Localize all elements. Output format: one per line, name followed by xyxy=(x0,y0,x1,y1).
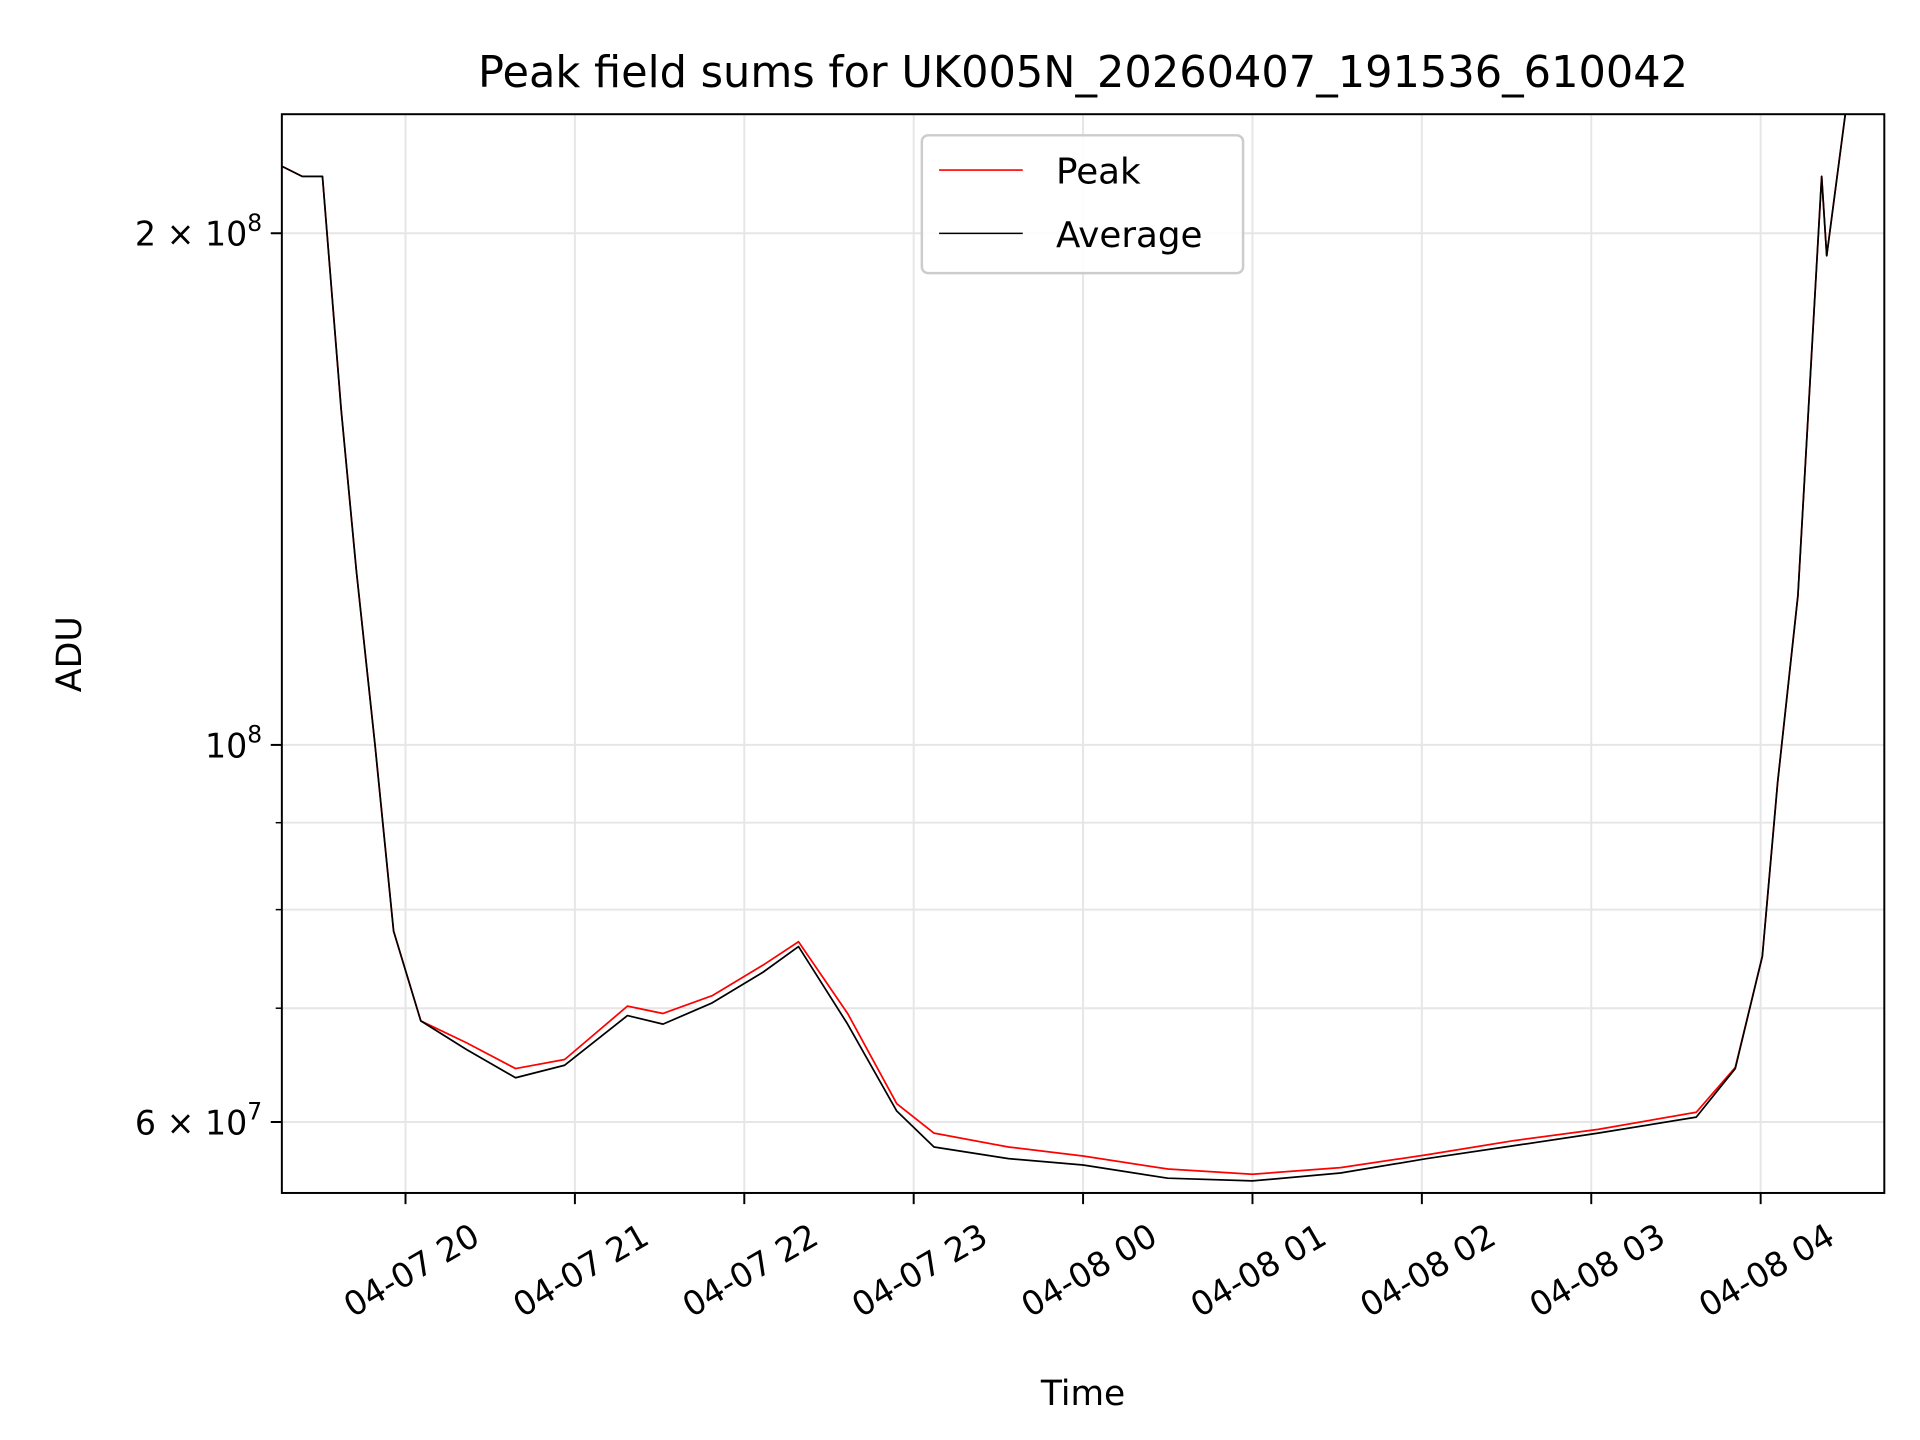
y-tick-label: 108 xyxy=(205,720,262,765)
x-axis-label: Time xyxy=(1040,1374,1125,1414)
legend-average-label: Average xyxy=(1056,215,1203,256)
x-tick-label: 04-08 01 xyxy=(1184,1216,1333,1325)
x-tick-label: 04-07 20 xyxy=(337,1216,486,1325)
x-tick-label: 04-08 02 xyxy=(1353,1216,1502,1325)
series-lines xyxy=(281,114,1848,1182)
ticks: 04-07 20 04-07 21 04-07 22 04-07 23 04-08 00… xyxy=(135,209,1841,1325)
x-tick-label: 04-08 03 xyxy=(1523,1216,1672,1325)
x-tick-label: 04-07 21 xyxy=(506,1216,655,1325)
legend-peak-label: Peak xyxy=(1056,152,1141,193)
chart-title: Peak field sums for UK005N_20260407_1915… xyxy=(478,48,1688,98)
x-tick-label: 04-08 04 xyxy=(1692,1216,1841,1325)
grid xyxy=(281,114,1885,1193)
x-tick-label: 04-07 23 xyxy=(845,1216,994,1325)
legend: Peak Average xyxy=(920,134,1245,275)
x-tick-label: 04-07 22 xyxy=(676,1216,825,1325)
y-axis-label: ADU xyxy=(50,616,90,692)
y-tick-label: 2 × 108 xyxy=(135,209,262,254)
series-line-average xyxy=(281,114,1848,1182)
x-tick-label: 04-08 00 xyxy=(1015,1216,1164,1325)
y-tick-label: 6 × 107 xyxy=(135,1097,262,1142)
